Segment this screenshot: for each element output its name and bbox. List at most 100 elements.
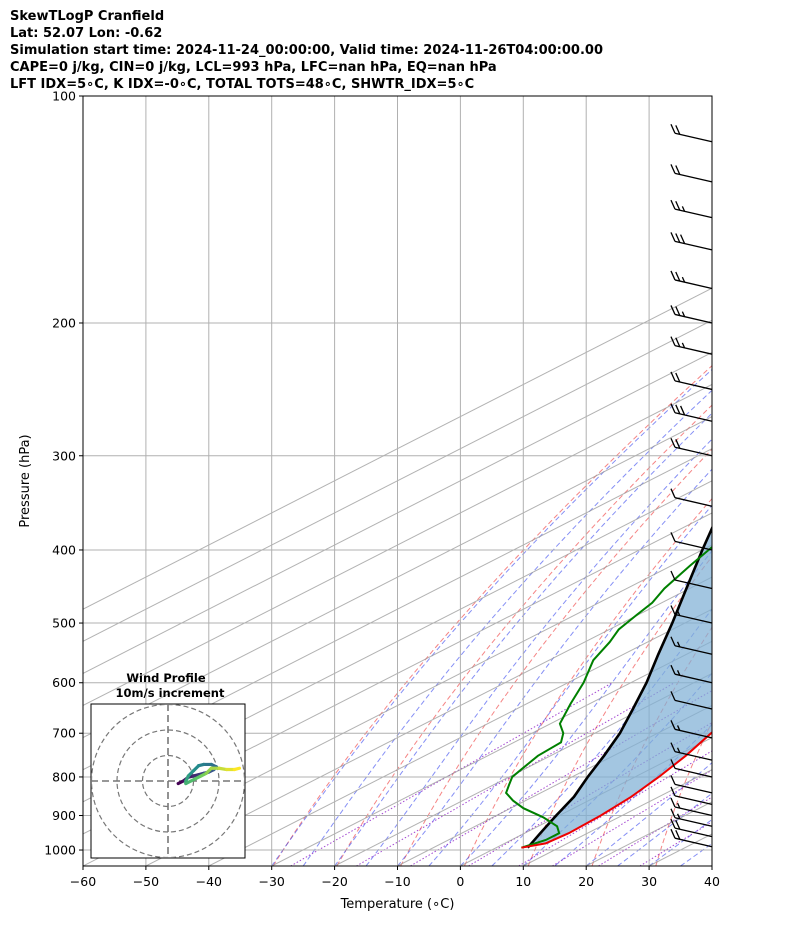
- y-tick-label: 300: [52, 448, 76, 463]
- barb-feather: [681, 342, 686, 349]
- barb-feather: [675, 337, 681, 348]
- x-axis-label: Temperature (∘C): [340, 897, 455, 912]
- wind-barb: [670, 123, 713, 143]
- barb-feather: [676, 670, 681, 676]
- barb-feather: [675, 819, 681, 830]
- barb-shaft: [674, 313, 713, 324]
- x-tick-label: −60: [70, 874, 96, 889]
- barb-feather: [676, 802, 681, 809]
- barb-feather: [680, 234, 686, 244]
- barb-shaft: [674, 827, 713, 838]
- dry-adiabat: [720, 96, 794, 866]
- x-tick-label: −30: [259, 874, 285, 889]
- dry-adiabat: [272, 365, 712, 866]
- barb-shaft: [674, 645, 713, 655]
- isotherm: [334, 672, 712, 866]
- barb-feather: [670, 818, 676, 829]
- barb-feather: [676, 641, 681, 648]
- wind-barb: [670, 786, 713, 806]
- barb-feather: [670, 270, 676, 281]
- barb-feather: [670, 742, 676, 752]
- barb-feather: [681, 311, 686, 317]
- index-line: LFT IDX=5∘C, K IDX=-0∘C, TOTAL TOTS=48∘C…: [10, 77, 475, 92]
- y-tick-label: 1000: [44, 843, 76, 858]
- barb-shaft: [674, 613, 713, 624]
- x-tick-label: 20: [578, 874, 594, 889]
- moist-adiabat: [397, 468, 712, 866]
- barb-feather: [670, 808, 676, 818]
- temperature-line: [521, 731, 712, 849]
- wind-barb: [670, 403, 713, 422]
- wind-barb: [670, 808, 713, 827]
- barb-feather: [676, 747, 681, 753]
- dry-adiabat: [400, 448, 712, 866]
- barb-feather: [670, 720, 676, 730]
- barb-feather: [670, 371, 676, 382]
- barb-feather: [670, 123, 676, 134]
- barb-feather: [670, 605, 676, 615]
- barb-shaft: [674, 446, 713, 457]
- cin-shading: [521, 528, 712, 848]
- dewpoint-line: [504, 545, 712, 849]
- moist-adiabat: [428, 504, 712, 866]
- barb-feather: [670, 164, 676, 174]
- barb-feather: [670, 797, 676, 808]
- barb-feather: [675, 372, 681, 383]
- dry-adiabat: [527, 555, 712, 866]
- barb-feather: [676, 610, 681, 616]
- moist-adiabat: [680, 842, 712, 866]
- barb-feather: [670, 664, 676, 675]
- x-tick-label: 10: [515, 874, 531, 889]
- barb-shaft: [674, 497, 713, 507]
- barb-feather: [675, 200, 681, 211]
- barb-shaft: [674, 750, 713, 761]
- cape-area: [521, 528, 712, 848]
- parcel-line: [526, 525, 712, 849]
- barb-feather: [675, 125, 681, 135]
- y-axis-label: Pressure (hPa): [18, 434, 33, 527]
- axis-ticks: −60 −50 −40 −30 −20 −10 0 10 20 30 40 1000 900 800 700…: [44, 89, 720, 890]
- wind-barb: [670, 797, 713, 817]
- chart-title: SkewTLogP Cranfield: [10, 9, 165, 24]
- barb-feather: [675, 233, 681, 243]
- hodograph-segment: [232, 766, 241, 772]
- wind-barb: [670, 759, 713, 778]
- x-tick-label: −40: [196, 874, 222, 889]
- x-tick-label: −50: [133, 874, 159, 889]
- isotherm: [397, 704, 712, 866]
- profile-lines: [504, 525, 712, 849]
- x-tick-label: −10: [384, 874, 410, 889]
- dry-adiabat: [783, 96, 794, 866]
- wind-barb: [670, 691, 713, 710]
- barb-feather: [670, 636, 676, 646]
- barb-shaft: [674, 412, 713, 422]
- x-tick-label: 30: [641, 874, 657, 889]
- barb-feather: [670, 199, 676, 210]
- location-line: Lat: 52.07 Lon: -0.62: [10, 26, 163, 41]
- barb-feather: [676, 813, 681, 820]
- barb-shaft: [674, 673, 713, 684]
- moist-adiabat: [302, 389, 712, 866]
- moist-adiabat: [554, 723, 712, 866]
- barb-shaft: [674, 837, 713, 848]
- barb-shaft: [674, 132, 713, 143]
- barb-feather: [670, 336, 676, 346]
- y-tick-label: 100: [52, 89, 76, 104]
- barb-feather: [681, 206, 686, 212]
- barb-feather: [675, 165, 681, 175]
- barb-feather: [670, 488, 676, 498]
- wind-barb: [670, 488, 713, 507]
- wind-barb: [670, 605, 713, 624]
- wind-barbs: [670, 123, 713, 848]
- wind-barb: [670, 775, 713, 794]
- wind-barb: [670, 664, 713, 684]
- wind-barb: [670, 828, 713, 848]
- wind-barb: [670, 164, 713, 183]
- wind-barb: [670, 818, 713, 838]
- y-tick-label: 400: [52, 542, 76, 557]
- barb-shaft: [674, 699, 713, 710]
- x-tick-label: −20: [321, 874, 347, 889]
- hodograph-title: Wind Profile: [126, 671, 206, 685]
- isotherm: [208, 608, 712, 866]
